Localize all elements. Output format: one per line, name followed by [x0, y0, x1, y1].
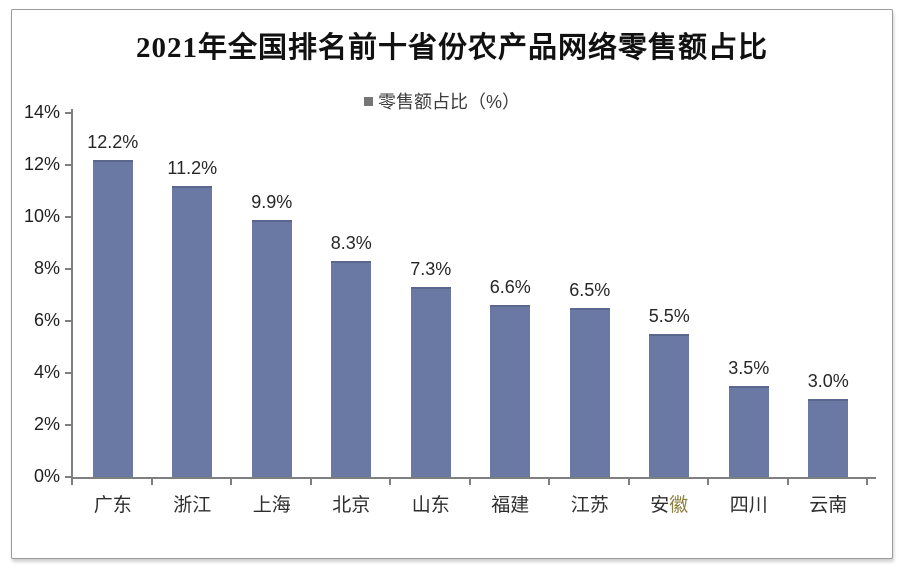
x-axis-tick [468, 477, 471, 485]
y-axis-tick [65, 268, 71, 270]
x-axis-tick [786, 477, 789, 485]
bar [92, 159, 133, 477]
x-axis-label: 山东 [411, 495, 450, 516]
bar [808, 399, 849, 477]
x-axis-tick [707, 477, 709, 485]
y-axis-label: 10% [23, 206, 60, 226]
x-axis-label: 云南 [809, 495, 848, 516]
bar-value-label: 8.3% [330, 233, 372, 254]
y-axis-tick [65, 320, 71, 322]
x-axis-tick [71, 477, 73, 485]
y-axis-label: 2% [33, 414, 60, 434]
y-axis-label: 14% [23, 102, 60, 122]
bar [569, 308, 610, 477]
y-axis-tick [65, 164, 71, 166]
bar-value-label: 9.9% [251, 191, 293, 212]
x-axis-label: 福建 [491, 495, 530, 516]
x-axis-tick [548, 477, 550, 485]
x-axis-tick [627, 477, 630, 485]
y-axis-line [71, 109, 73, 479]
bar-value-label: 11.2% [167, 157, 218, 178]
x-axis-tick [150, 477, 153, 485]
bar-value-label: 6.6% [489, 277, 531, 298]
x-axis-label: 江苏 [570, 495, 609, 516]
x-axis-label: 安徽 [630, 490, 710, 517]
y-axis-label: 0% [33, 466, 60, 486]
bar [331, 261, 372, 477]
x-axis-label: 四川 [729, 495, 768, 516]
bar-value-label: 7.3% [410, 259, 452, 280]
bar-value-label: 5.5% [648, 306, 690, 326]
x-axis-label-char: 徽 [669, 495, 689, 516]
x-axis-label-char: 安 [650, 495, 670, 516]
bar-value-label: 12.2% [87, 131, 139, 152]
chart-frame: 2021年全国排名前十省份农产品网络零售额占比 零售额占比（%） 0% 2% 4% 6… [11, 9, 893, 559]
x-axis-tick [866, 477, 868, 485]
legend-swatch-icon [364, 96, 373, 106]
bar [410, 287, 451, 477]
bar [728, 386, 769, 477]
bar-value-label: 3.0% [807, 371, 849, 391]
y-axis-tick [65, 112, 71, 114]
bar-value-label: 3.5% [728, 358, 770, 378]
x-axis-label: 上海 [252, 495, 291, 516]
x-axis-tick [230, 477, 232, 485]
x-axis-tick [389, 477, 391, 485]
y-axis-tick [65, 476, 71, 478]
x-axis-line [71, 477, 876, 479]
y-axis-label: 6% [33, 310, 60, 330]
legend-label: 零售额占比（%） [378, 92, 521, 112]
bar [172, 185, 213, 477]
y-axis-label: 12% [23, 154, 60, 174]
y-axis-tick [65, 372, 71, 374]
y-axis-tick [65, 424, 71, 426]
bar [649, 334, 690, 477]
chart-title: 2021年全国排名前十省份农产品网络零售额占比 [135, 32, 768, 64]
y-axis-label: 8% [33, 258, 60, 278]
y-axis-tick [65, 216, 71, 218]
bar [251, 219, 292, 477]
bar [490, 305, 531, 477]
bar-value-label: 6.5% [569, 280, 611, 300]
legend: 零售额占比（%） [364, 88, 520, 114]
x-axis-tick [309, 477, 312, 485]
y-axis-label: 4% [33, 362, 60, 382]
plot-area: 0% 2% 4% 6% 8% 10% 12% 14% 12.2% 广东 11.2% 浙江 9.9% 上海 8… [12, 10, 892, 558]
x-axis-label: 浙江 [173, 495, 212, 516]
x-axis-label: 北京 [332, 495, 371, 516]
x-axis-label: 广东 [93, 495, 132, 516]
